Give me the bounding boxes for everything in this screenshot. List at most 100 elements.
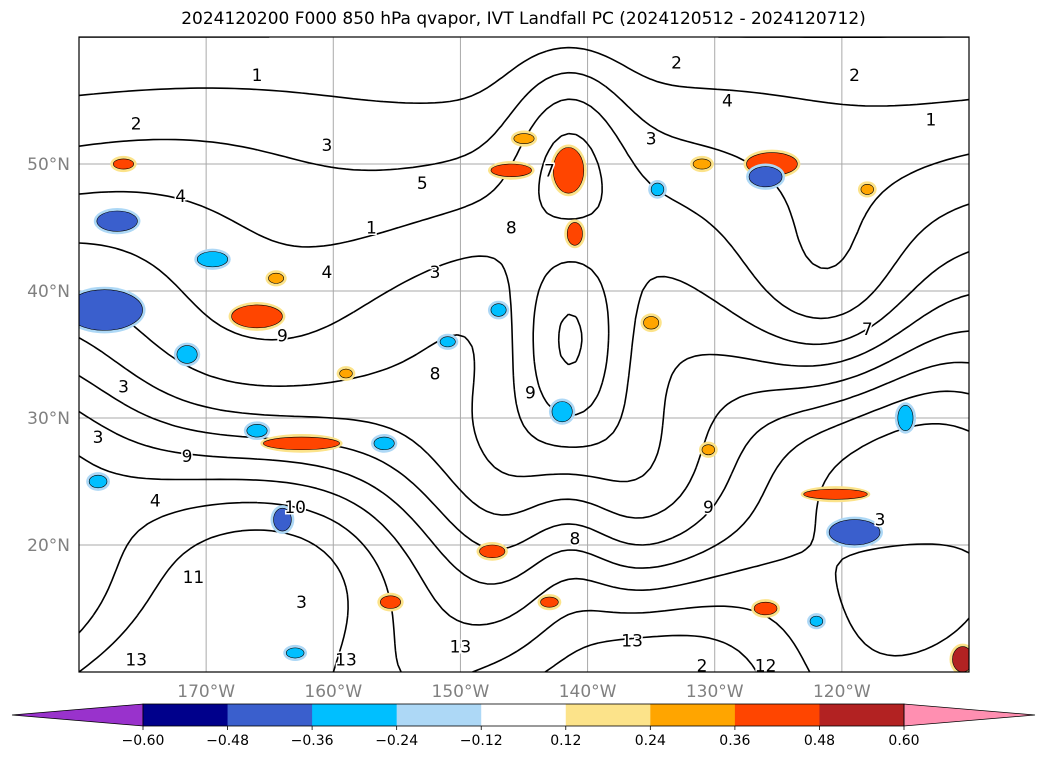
y-tick-label: 20°N	[27, 536, 70, 556]
contour-label: 2	[131, 114, 142, 134]
x-tick-label: 120°W	[813, 682, 871, 702]
x-tick-label: 160°W	[304, 682, 362, 702]
anomaly-patch	[803, 488, 868, 500]
colorbar-segment	[312, 704, 398, 726]
colorbar-tick-label: −0.60	[122, 733, 165, 749]
contour-label: 2	[849, 66, 860, 86]
contour-label: 4	[175, 187, 186, 207]
colorbar-tick-label: −0.24	[375, 733, 418, 749]
anomaly-patch	[479, 544, 506, 558]
anomaly-patch	[748, 166, 783, 188]
anomaly-patch	[246, 424, 268, 438]
anomaly-patch	[263, 436, 340, 451]
colorbar-segment	[481, 704, 567, 726]
x-tick-label: 150°W	[432, 682, 490, 702]
colorbar-tick-labels: −0.60 −0.48 −0.36 −0.24 −0.12 0.12 0.24 0.36 0.4…	[122, 726, 920, 749]
anomaly-patch	[860, 184, 874, 195]
contour-label: 4	[322, 263, 333, 283]
anomaly-patch	[439, 336, 456, 348]
colorbar	[11, 703, 1036, 727]
anomaly-patches	[79, 130, 969, 672]
colorbar-segment	[565, 704, 651, 726]
colorbar-segment	[650, 704, 736, 726]
contour-label: 7	[544, 161, 555, 181]
colorbar-segment	[819, 704, 905, 726]
contour-label: 8	[506, 219, 517, 239]
colorbar-tick-label: −0.12	[460, 733, 503, 749]
anomaly-patch	[897, 404, 914, 431]
contour-level	[79, 132, 969, 448]
anomaly-patch	[490, 303, 507, 317]
contour-label: 3	[430, 263, 441, 283]
anomaly-patch	[113, 158, 134, 170]
anomaly-patch	[540, 596, 559, 608]
colorbar-tick-label: 0.60	[888, 733, 919, 749]
contour-label: 3	[322, 136, 333, 156]
contour-label: 5	[417, 174, 428, 194]
contour-level	[79, 390, 969, 585]
contour-label: 2	[697, 657, 708, 677]
colorbar-tick-label: 0.12	[550, 733, 581, 749]
contour-label: 10	[284, 498, 306, 518]
contour-lines	[79, 37, 969, 672]
contour-label: 12	[755, 657, 777, 677]
contour-label: 8	[430, 365, 441, 385]
contour-label: 9	[182, 447, 193, 467]
contour-label: 1	[925, 111, 936, 131]
anomaly-patch	[828, 519, 881, 546]
contour-label: 3	[93, 428, 104, 448]
anomaly-patch	[231, 304, 283, 329]
contour-label: 13	[621, 631, 643, 651]
contour-label: 4	[722, 92, 733, 112]
anomaly-patch	[285, 647, 305, 659]
contour-level	[79, 501, 969, 672]
contour-level	[79, 529, 758, 672]
anomaly-patch	[380, 595, 401, 609]
colorbar-segment	[143, 704, 229, 726]
contour-label: 9	[277, 326, 288, 346]
contour-label: 7	[862, 320, 873, 340]
y-tick-label: 30°N	[27, 409, 70, 429]
contour-label: 3	[118, 377, 129, 397]
anomaly-patch	[513, 133, 535, 144]
colorbar-extend-low	[11, 703, 144, 727]
anomaly-patch	[551, 401, 573, 423]
anomaly-patch	[650, 182, 665, 197]
colorbar-tick-label: 0.24	[635, 733, 666, 749]
contour-label: 9	[703, 498, 714, 518]
colorbar-tick-label: 0.48	[804, 733, 835, 749]
colorbar-frame	[142, 703, 905, 727]
contour-label: 11	[183, 568, 205, 588]
contour-label: 2	[671, 53, 682, 73]
x-tick-label: 130°W	[686, 682, 744, 702]
contour-level	[79, 330, 969, 519]
contour-level	[79, 71, 969, 366]
map-frame	[78, 36, 970, 673]
x-tick-label: 140°W	[559, 682, 617, 702]
anomaly-patch	[643, 316, 660, 330]
colorbar-tick-label: −0.48	[206, 733, 249, 749]
colorbar-segment	[227, 704, 313, 726]
x-tick-labels: 170°W 160°W 150°W 140°W 130°W 120°W	[177, 682, 871, 702]
anomaly-patch	[373, 436, 395, 451]
contour-label: 3	[875, 511, 886, 531]
colorbar-tick-label: −0.36	[291, 733, 334, 749]
anomaly-patch	[79, 289, 143, 331]
contour-label: 8	[569, 530, 580, 550]
anomaly-patch	[701, 444, 716, 456]
y-tick-labels: 50°N 40°N 30°N 20°N	[27, 155, 70, 556]
anomaly-patch	[490, 163, 532, 177]
colorbar-tick-label: 0.36	[719, 733, 750, 749]
anomaly-patch	[809, 615, 824, 627]
chart-title: 2024120200 F000 850 hPa qvapor, IVT Land…	[181, 9, 866, 29]
contour-label: 1	[366, 219, 377, 239]
anomaly-patch	[552, 147, 585, 194]
anomaly-patch	[952, 646, 969, 672]
contour-label: 1	[252, 66, 263, 86]
y-tick-label: 40°N	[27, 282, 70, 302]
anomaly-patch	[273, 507, 292, 532]
x-tick-label: 170°W	[177, 682, 235, 702]
anomaly-patch	[196, 251, 229, 268]
